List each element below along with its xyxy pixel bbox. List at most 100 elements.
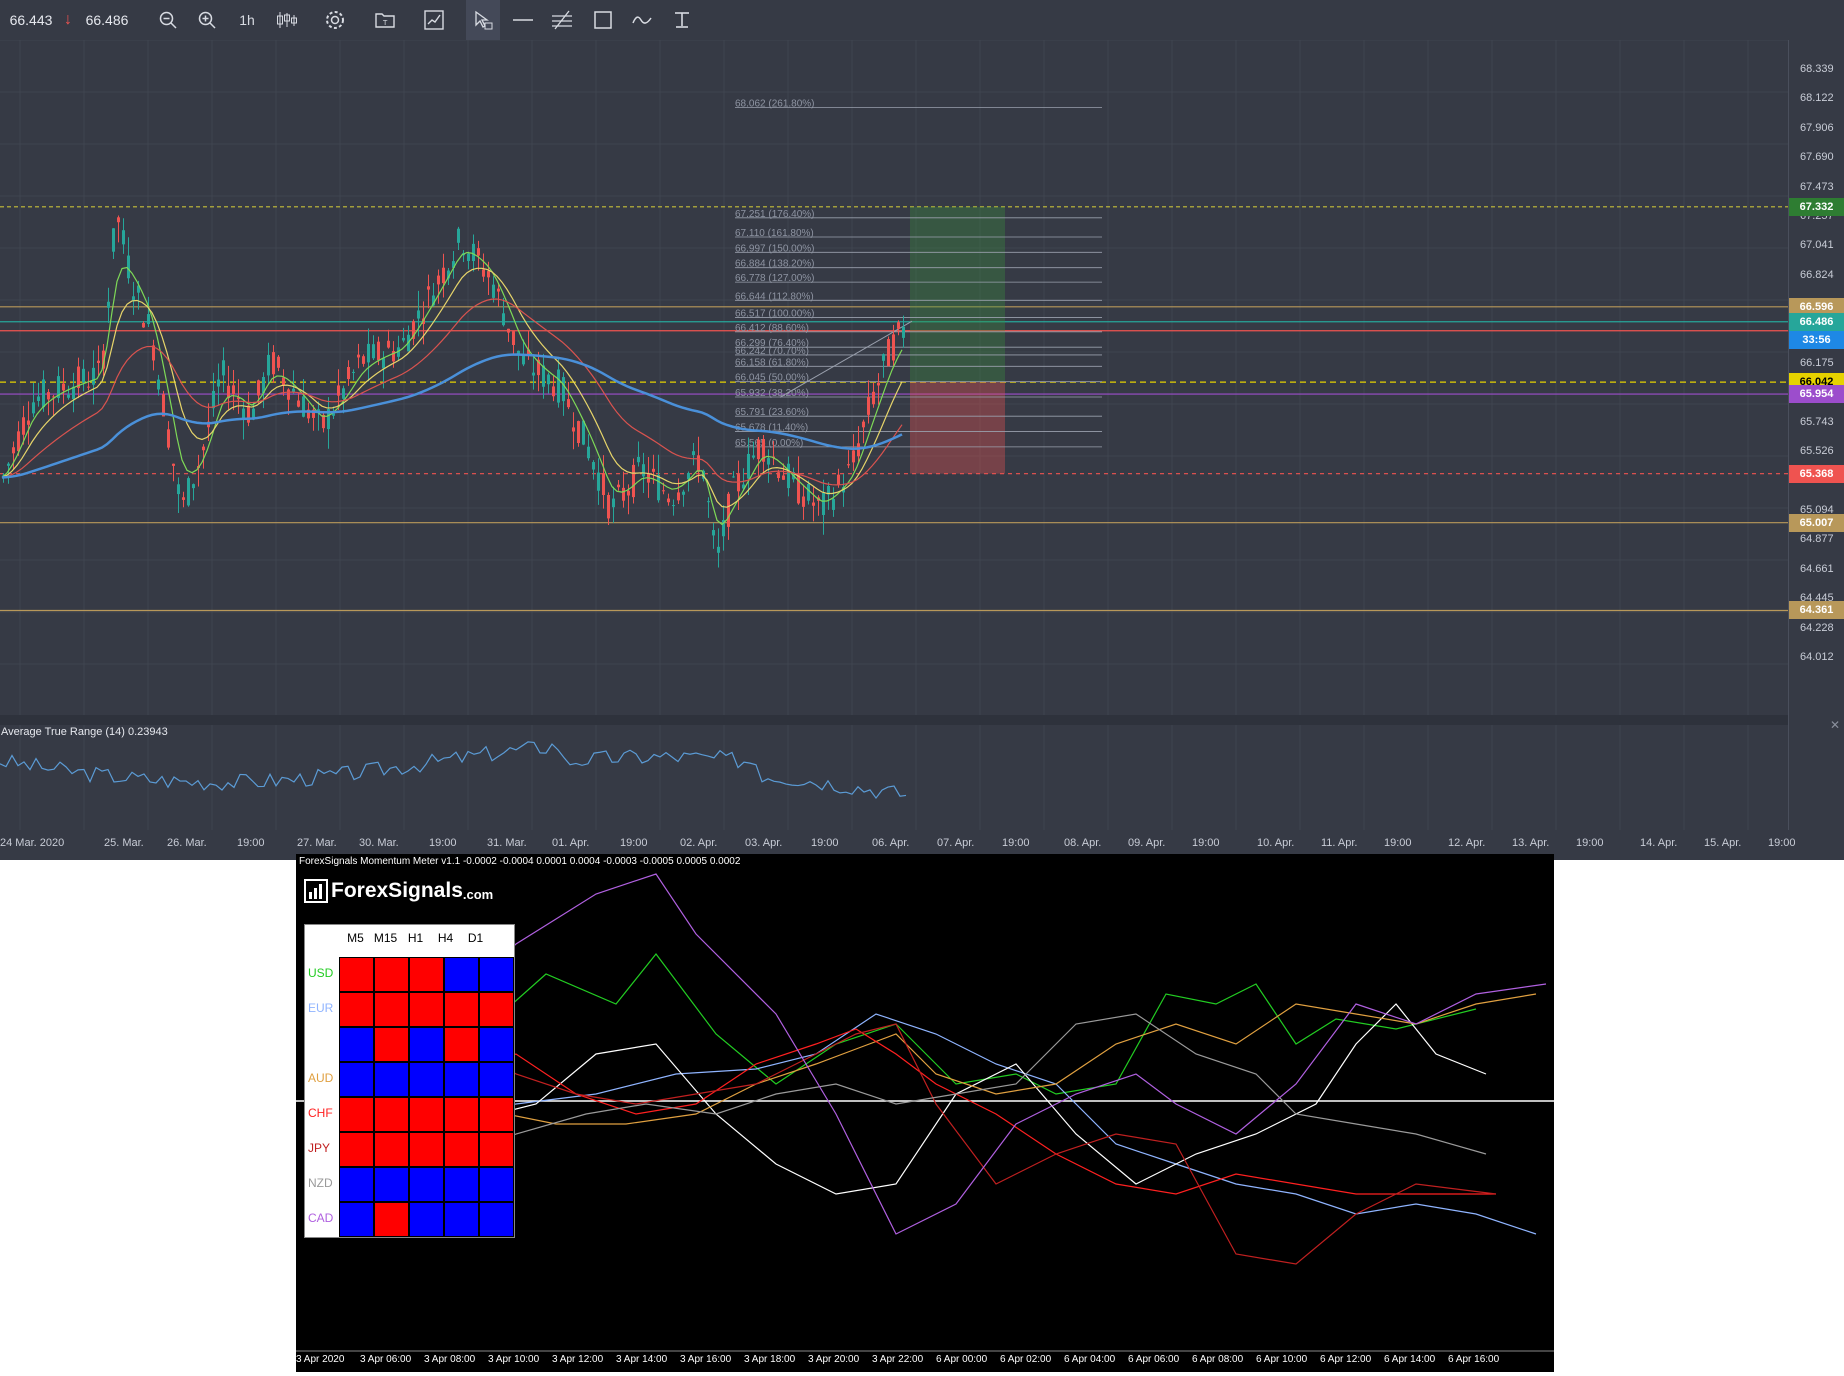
- candle-body: [342, 388, 345, 399]
- zoom-out-icon[interactable]: [155, 0, 181, 40]
- candle-body: [672, 505, 675, 507]
- candle-body: [222, 360, 225, 376]
- svg-text:T: T: [382, 19, 388, 27]
- timeframe-label: 1h: [239, 12, 255, 28]
- candle-body: [357, 354, 360, 358]
- candle-body: [737, 474, 740, 492]
- candle-type-icon[interactable]: [272, 0, 300, 40]
- candle-body: [852, 450, 855, 463]
- time-axis-label: 13. Apr.: [1512, 837, 1550, 849]
- candle-body: [132, 296, 135, 301]
- candle-body: [622, 487, 625, 501]
- candle-body: [567, 399, 570, 408]
- candle-body: [432, 295, 435, 306]
- matrix-cell: [339, 992, 374, 1027]
- matrix-cell: [409, 957, 444, 992]
- matrix-cell: [479, 1062, 514, 1097]
- candle-body: [172, 463, 175, 466]
- candle-body: [82, 368, 85, 383]
- meter-time-label: 3 Apr 08:00: [424, 1354, 476, 1365]
- logo-bars-icon: [304, 879, 328, 903]
- cursor-select-icon[interactable]: [466, 0, 500, 40]
- candle-body: [157, 379, 160, 390]
- matrix-cell: [374, 1097, 409, 1132]
- price-tag: 65.954: [1789, 385, 1844, 404]
- template-icon[interactable]: T: [372, 0, 398, 40]
- channel-icon[interactable]: [549, 0, 575, 40]
- candle-body: [182, 497, 185, 500]
- candle-body: [722, 520, 725, 537]
- close-atr-icon[interactable]: ✕: [1830, 718, 1841, 732]
- candle-body: [707, 501, 710, 503]
- candle-body: [162, 394, 165, 417]
- price-chart[interactable]: 68.062 (261.80%) 67.251 (176.40%) 67.110 (…: [0, 40, 1788, 830]
- candle-body: [712, 530, 715, 536]
- candle-body: [617, 484, 620, 488]
- matrix-cell: [374, 1062, 409, 1097]
- candle-body: [167, 429, 170, 448]
- time-axis-label: 27. Mar.: [297, 837, 337, 849]
- momentum-line: [455, 1028, 1496, 1195]
- momentum-line: [455, 953, 1477, 1095]
- fib-level-label: 66.884 (138.20%): [735, 259, 815, 270]
- price-axis[interactable]: [1788, 40, 1844, 830]
- candle-body: [582, 420, 585, 445]
- price-down-icon: ↓: [64, 11, 72, 28]
- candle-body: [92, 367, 95, 385]
- candle-body: [837, 474, 840, 485]
- matrix-cell: [479, 1027, 514, 1062]
- candle-body: [57, 376, 60, 399]
- candle-body: [212, 390, 215, 409]
- candle-body: [47, 392, 50, 400]
- candle-body: [42, 379, 45, 408]
- candle-body: [822, 492, 825, 515]
- path-icon[interactable]: [629, 0, 655, 40]
- horizontal-line-icon[interactable]: [510, 0, 536, 40]
- time-axis-label: 02. Apr.: [680, 837, 718, 849]
- candle-body: [272, 352, 275, 375]
- rectangle-icon[interactable]: [590, 0, 616, 40]
- price-tag: 65.368: [1789, 464, 1844, 483]
- matrix-cell: [374, 1202, 409, 1237]
- matrix-cell: [444, 1097, 479, 1132]
- candle-body: [397, 347, 400, 357]
- logo-text: ForexSignals: [331, 879, 463, 902]
- candle-body: [187, 478, 190, 506]
- candle-body: [632, 464, 635, 498]
- candle-body: [802, 496, 805, 507]
- candle-body: [682, 491, 685, 495]
- matrix-cell: [479, 1132, 514, 1167]
- matrix-row-label: NZD: [308, 1176, 333, 1190]
- candle-body: [832, 499, 835, 510]
- candle-body: [847, 464, 850, 466]
- candle-body: [292, 388, 295, 392]
- price-axis-label: 64.012: [1800, 650, 1834, 663]
- time-axis-label: 03. Apr.: [745, 837, 783, 849]
- candle-body: [527, 349, 530, 356]
- zoom-in-icon[interactable]: [194, 0, 220, 40]
- matrix-column-header: M15: [373, 931, 398, 945]
- fib-level-label: 66.644 (112.80%): [735, 291, 814, 302]
- candle-body: [522, 355, 525, 365]
- candle-body: [572, 427, 575, 432]
- candle-body: [72, 386, 75, 400]
- candle-body: [477, 248, 480, 256]
- time-axis-label: 19:00: [1384, 837, 1412, 849]
- settings-icon[interactable]: [322, 0, 348, 40]
- matrix-row-label: GBP: [308, 1036, 334, 1050]
- momentum-line: [455, 1023, 1497, 1265]
- candle-body: [517, 350, 520, 355]
- candle-body: [347, 367, 350, 379]
- candle-body: [192, 484, 195, 489]
- candle-body: [827, 485, 830, 495]
- stop-loss-zone: [910, 382, 1005, 474]
- timeframe-button[interactable]: 1h: [234, 0, 260, 40]
- time-axis-label: 09. Apr.: [1128, 837, 1166, 849]
- text-tool-icon[interactable]: [669, 0, 695, 40]
- price-tag: 33:56: [1789, 330, 1844, 349]
- candle-body: [552, 386, 555, 397]
- matrix-row-label: AUD: [308, 1071, 334, 1085]
- candle-body: [882, 354, 885, 361]
- matrix-cell: [444, 957, 479, 992]
- indicators-icon[interactable]: [421, 0, 447, 40]
